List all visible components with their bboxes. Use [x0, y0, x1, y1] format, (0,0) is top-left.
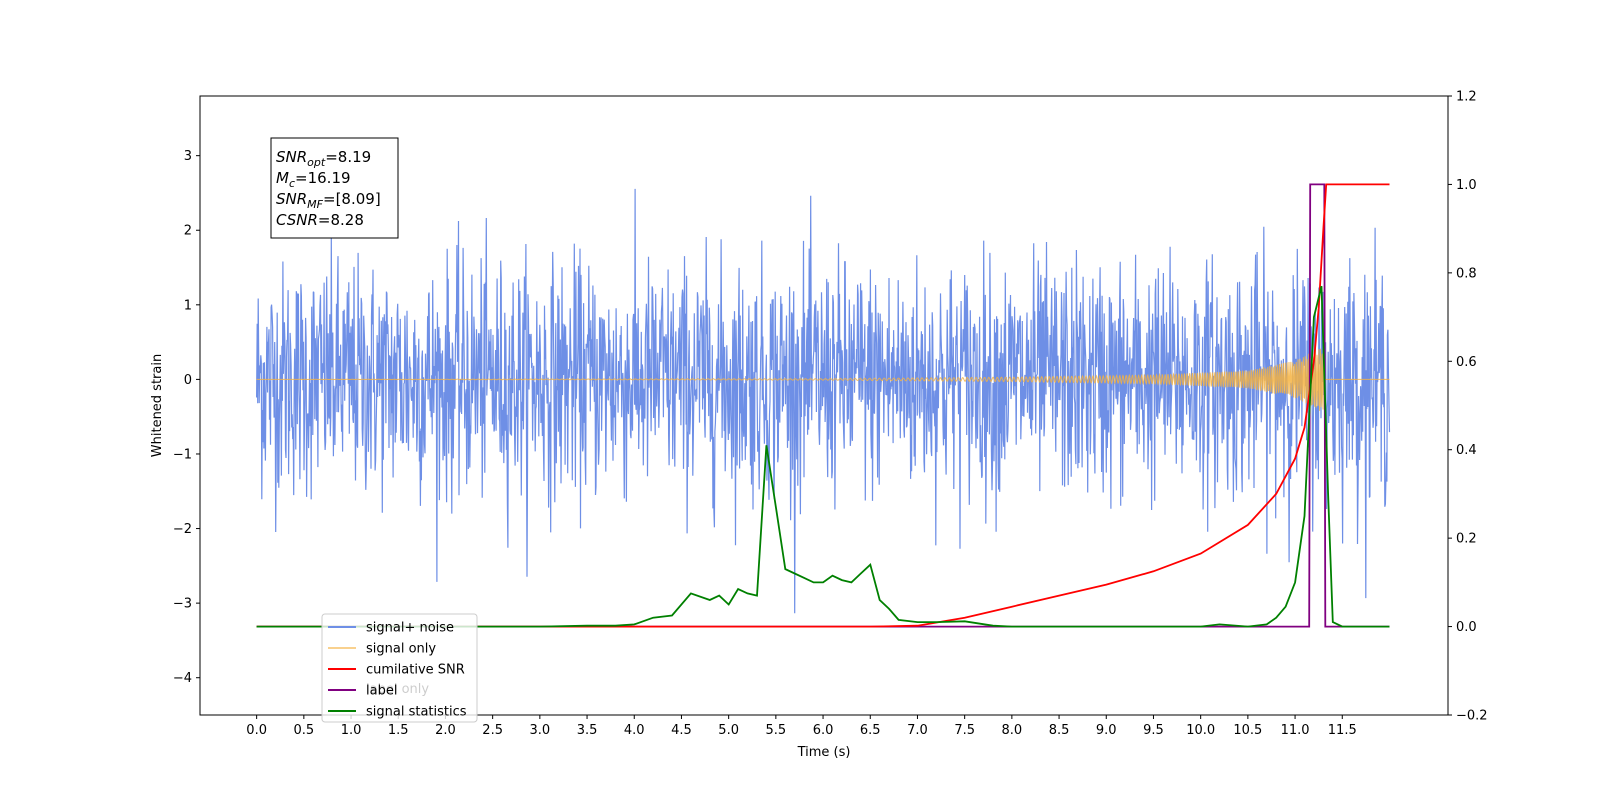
- y-tick-label: 1: [184, 298, 192, 313]
- legend-box: [321, 613, 478, 723]
- legend-entry-cumulative-snr: cumilative SNR: [366, 663, 465, 678]
- y-tick-label: −4: [173, 671, 192, 686]
- y2-tick-label: 0.8: [1456, 266, 1477, 281]
- x-tick-label: 9.0: [1096, 723, 1117, 738]
- y2-tick-label: 0.4: [1456, 443, 1477, 458]
- x-tick-label: 5.0: [718, 723, 739, 738]
- x-tick-label: 11.5: [1328, 723, 1357, 738]
- stat-snr-mf: SNRMF=[8.09]: [276, 190, 381, 211]
- x-tick-label: 2.5: [482, 723, 503, 738]
- y-tick-label: −3: [173, 597, 192, 612]
- x-axis-label: Time (s): [797, 745, 851, 760]
- x-tick-label: 1.0: [341, 723, 362, 738]
- y-tick-label: 3: [184, 149, 192, 164]
- series-signal-noise: [256, 188, 1391, 614]
- x-tick-label: 3.0: [530, 723, 551, 738]
- x-tick-label: 9.5: [1143, 723, 1164, 738]
- legend-entry-label: label: [366, 684, 397, 699]
- y-axis-label: Whitened strain: [150, 354, 165, 457]
- stat-mc: Mc=16.19: [276, 169, 351, 190]
- y2-tick-label: 1.2: [1456, 90, 1477, 105]
- y2-tick-label: 1.0: [1456, 178, 1477, 193]
- y2-tick-label: 0.2: [1456, 532, 1477, 547]
- series-cumulative-snr: [256, 183, 1390, 628]
- x-tick-label: 10.0: [1186, 723, 1215, 738]
- x-tick-label: 6.0: [813, 723, 834, 738]
- x-tick-label: 6.5: [860, 723, 881, 738]
- y-tick-label: 2: [184, 224, 192, 239]
- x-tick-label: 11.0: [1281, 723, 1310, 738]
- legend-entry-signal-only: signal only: [366, 642, 436, 657]
- x-tick-label: 7.5: [954, 723, 975, 738]
- stat-snr-opt: SNRopt=8.19: [276, 148, 371, 169]
- y-tick-label: −2: [173, 522, 192, 537]
- x-tick-label: 2.0: [435, 723, 456, 738]
- legend-entry-signal-statistics: signal statistics: [366, 705, 467, 720]
- x-tick-label: 0.0: [246, 723, 267, 738]
- x-tick-label: 3.5: [577, 723, 598, 738]
- stats-box-frame: [270, 137, 399, 239]
- plot-area: [256, 183, 1391, 628]
- x-tick-label: 4.0: [624, 723, 645, 738]
- y-tick-label: −1: [173, 447, 192, 462]
- y-tick-label: 0: [184, 373, 192, 388]
- y2-tick-label: 0.0: [1456, 620, 1477, 635]
- x-tick-label: 7.0: [907, 723, 928, 738]
- series-signal-only: [256, 348, 1390, 411]
- y2-tick-label: 0.6: [1456, 355, 1477, 370]
- x-tick-label: 0.5: [293, 723, 314, 738]
- stat-csnr: CSNR=8.28: [276, 211, 364, 229]
- y2-tick-label: −0.2: [1456, 709, 1488, 724]
- axes: 0.0 0.5 1.0 1.5 2.0 2.5 3.0 3.5 4.0 4.5 5.0 5.5 6.0 6…: [150, 90, 1488, 761]
- x-tick-label: 5.5: [766, 723, 787, 738]
- x-tick-label: 4.5: [671, 723, 692, 738]
- x-tick-label: 10.5: [1233, 723, 1262, 738]
- x-tick-label: 8.0: [1002, 723, 1023, 738]
- axes-frame: [199, 95, 1449, 716]
- x-tick-label: 1.5: [388, 723, 409, 738]
- x-tick-label: 8.5: [1049, 723, 1070, 738]
- series-signal-statistics: [256, 285, 1390, 628]
- legend-entry-signal-noise: signal+ noise: [366, 621, 454, 636]
